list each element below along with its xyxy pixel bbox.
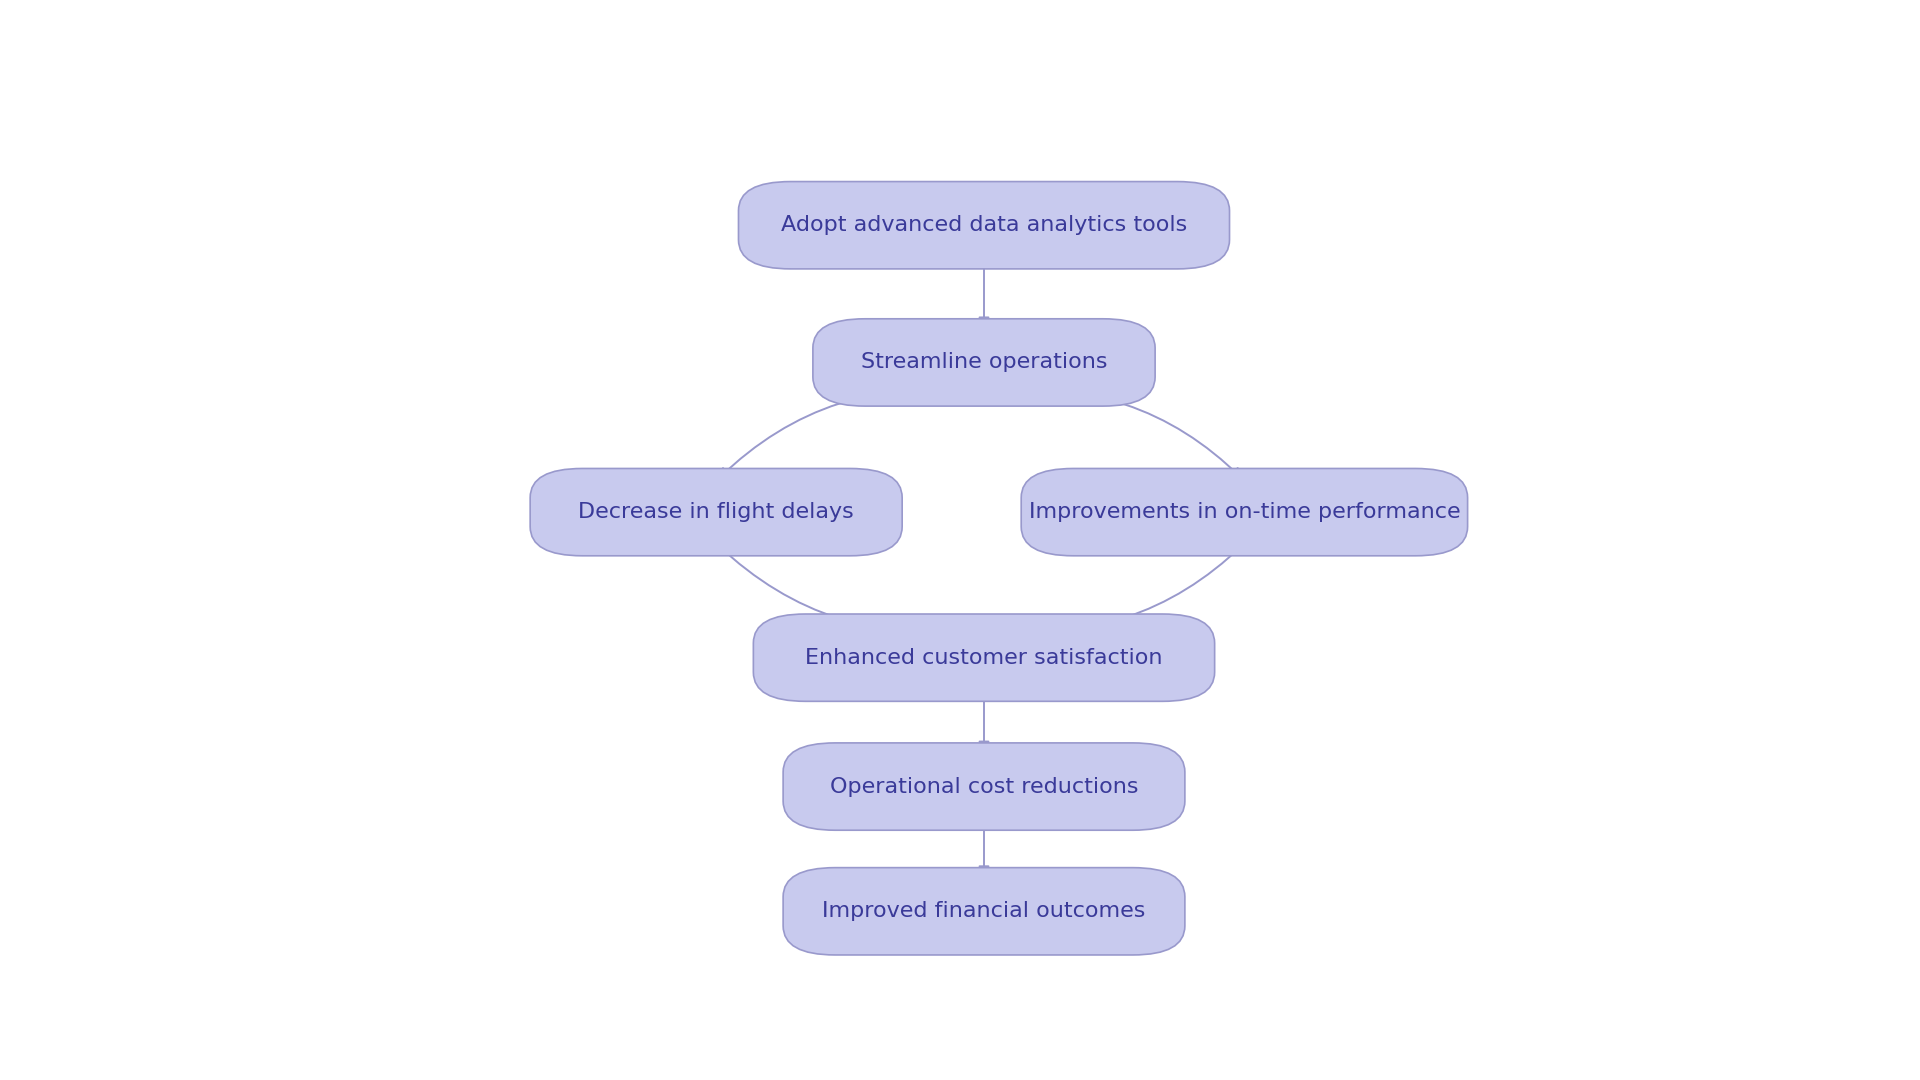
FancyBboxPatch shape: [1021, 469, 1467, 556]
Text: Streamline operations: Streamline operations: [860, 352, 1108, 373]
FancyBboxPatch shape: [783, 743, 1185, 831]
Text: Improved financial outcomes: Improved financial outcomes: [822, 902, 1146, 921]
FancyBboxPatch shape: [812, 319, 1156, 406]
Text: Adopt advanced data analytics tools: Adopt advanced data analytics tools: [781, 215, 1187, 235]
FancyBboxPatch shape: [739, 181, 1229, 269]
Text: Improvements in on-time performance: Improvements in on-time performance: [1029, 502, 1461, 522]
Text: Operational cost reductions: Operational cost reductions: [829, 777, 1139, 797]
Text: Enhanced customer satisfaction: Enhanced customer satisfaction: [804, 648, 1164, 667]
FancyBboxPatch shape: [753, 615, 1215, 701]
Text: Decrease in flight delays: Decrease in flight delays: [578, 502, 854, 522]
FancyBboxPatch shape: [783, 867, 1185, 955]
FancyBboxPatch shape: [530, 469, 902, 556]
